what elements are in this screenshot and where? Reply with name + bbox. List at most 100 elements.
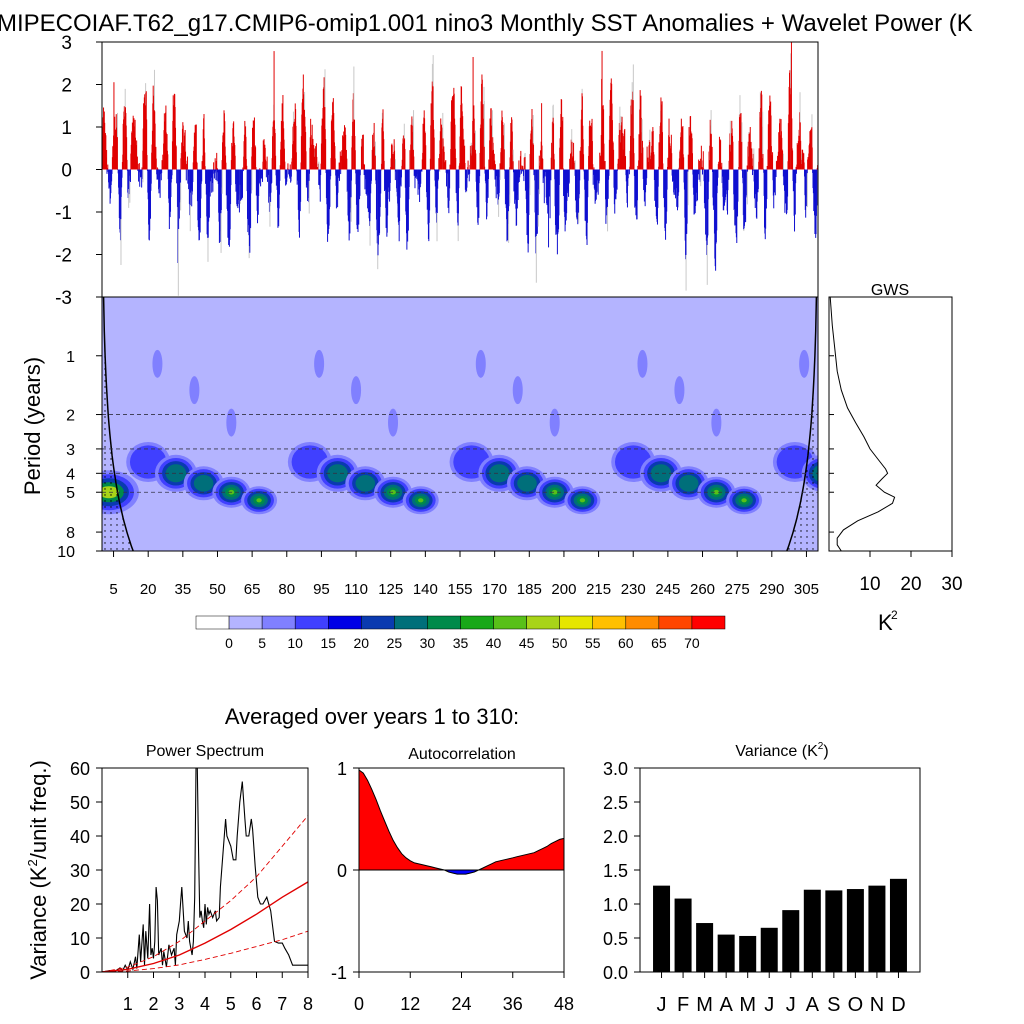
autocorrelation-axes: -1 0 1 0 12 24 36 48 (331, 759, 574, 1014)
power-spectrum-y-label-superscript: 2 (25, 859, 40, 866)
monthly-variance-bar (674, 898, 692, 972)
wavelet-power-contour (713, 489, 720, 495)
monthly-variance-x-tick-label: A (806, 994, 820, 1016)
autocorrelation-area (358, 769, 565, 875)
averaged-label: Averaged over years 1 to 310: (225, 704, 519, 729)
wavelet-power-contour (579, 498, 586, 503)
wavelet-power-contour (866, 482, 891, 502)
wavelet-x-tick-label: 170 (482, 581, 507, 598)
power-spectrum-x-tick-label: 1 (123, 994, 133, 1014)
monthly-variance-bar (760, 927, 778, 972)
power-spectrum-axes: 0 10 20 30 40 50 60 1 2 3 4 5 6 7 8 (70, 759, 313, 1014)
gws-line (829, 296, 896, 552)
power-spectrum-y-tick-label: 20 (70, 895, 90, 915)
anomaly-y-tick-label: -2 (55, 246, 72, 267)
wavelet-power-contour (841, 475, 861, 492)
monthly-variance-title-main: Variance (K (735, 743, 818, 760)
monthly-variance-x-tick-label: S (827, 994, 840, 1016)
autocorrelation-x-tick-label: 24 (451, 994, 471, 1014)
power-spectrum-series-red-dashed (102, 815, 308, 972)
power-spectrum-x-tick-label: 5 (226, 994, 236, 1014)
autocorrelation-y-tick-label: 0 (337, 861, 347, 881)
wavelet-x-tick-label: 35 (174, 581, 191, 598)
wavelet-power-contour (314, 349, 325, 378)
wavelet-x-tick-label: 290 (759, 581, 784, 598)
monthly-variance-bar (653, 885, 671, 972)
wavelet-power-contour (517, 474, 537, 492)
wavelet-power-contour (891, 489, 921, 512)
wavelet-x-tick-label: 65 (244, 581, 261, 598)
wavelet-power-contour (256, 498, 262, 503)
colorbar-swatch (261, 615, 296, 630)
cone-of-influence-left (102, 297, 134, 551)
power-spectrum-x-tick-label: 3 (174, 994, 184, 1014)
monthly-variance-x-tick-label: F (677, 994, 689, 1016)
wavelet-power-contour (678, 474, 699, 492)
colorbar-swatch (427, 615, 461, 630)
monthly-variance-x-tick-label: N (870, 994, 884, 1016)
autocorrelation-chart: Autocorrelation -1 0 1 0 12 24 36 48 (331, 746, 574, 1014)
wavelet-power-contour (873, 409, 883, 437)
power-spectrum-x-tick-label: 4 (200, 994, 210, 1014)
power-spectrum-y-tick-label: 60 (70, 759, 90, 779)
power-spectrum-y-tick-label: 0 (80, 963, 90, 983)
wavelet-power-contour (872, 487, 884, 497)
colorbar-label: 70 (684, 635, 700, 651)
wavelet-x-tick-label: 230 (621, 581, 646, 598)
wavelet-x-tick-label: 125 (378, 581, 403, 598)
anomaly-y-tick-label: -1 (55, 203, 72, 224)
wavelet-power-contour (637, 349, 648, 378)
gws-plot-frame (828, 296, 953, 552)
monthly-variance-x-tick-label: M (696, 994, 713, 1016)
wavelet-power-contour (711, 408, 722, 437)
power-spectrum-x-tick-label: 2 (148, 994, 158, 1014)
colorbar-swatch (394, 615, 428, 630)
wavelet-power-contour (859, 477, 897, 508)
power-spectrum-y-tick-label: 30 (70, 861, 90, 881)
wavelet-power-contour (549, 408, 560, 437)
power-spectrum-y-label-main: Variance (K (26, 866, 51, 980)
anomaly-bars (102, 42, 818, 296)
cone-of-influence (102, 297, 818, 551)
monthly-variance-axes: J F M A M J J A S O N D0.00.51.01.52.02.53.0 (603, 759, 906, 1016)
anomaly-timeseries-chart: -3 -2 -1 0 1 2 3 (55, 33, 819, 309)
monthly-variance-bar (739, 935, 757, 972)
colorbar-swatch (493, 615, 527, 630)
monthly-variance-x-tick-label: J (786, 994, 796, 1016)
monthly-variance-x-tick-label: A (719, 994, 733, 1016)
wavelet-power-contour (488, 464, 510, 483)
wavelet-power-contour (355, 474, 376, 492)
wavelet-y-axis: 1 2 3 4 5 8 10 (57, 349, 102, 561)
monthly-variance-chart: Variance (K2) J F M A M J J A S O N D0.00.51.01.52.… (603, 741, 921, 1016)
wavelet-x-tick-label: 245 (655, 581, 680, 598)
wavelet-x-tick-label: 20 (140, 581, 157, 598)
autocorrelation-y-tick-label: 1 (337, 759, 347, 779)
wavelet-x-tick-label: 5 (109, 581, 117, 598)
monthly-variance-y-tick-label: 0.5 (603, 929, 628, 949)
wavelet-x-tick-label: 200 (551, 581, 576, 598)
wavelet-power-contour (226, 408, 237, 437)
gws-title: GWS (871, 282, 909, 299)
colorbar-label: 60 (618, 635, 634, 651)
monthly-variance-x-tick-label: J (764, 994, 774, 1016)
wavelet-x-tick-label: 185 (517, 581, 542, 598)
wavelet-power-contour (834, 469, 867, 497)
autocorrelation-title: Autocorrelation (408, 746, 516, 763)
colorbar-swatch (625, 615, 660, 630)
wavelet-power-contour (674, 376, 685, 405)
wavelet-power-contour (799, 349, 810, 378)
wavelet-x-tick-label: 260 (690, 581, 715, 598)
anomaly-y-tick-label: 3 (61, 33, 72, 54)
wavelet-y-tick-label: 5 (66, 485, 75, 502)
monthly-variance-bar (782, 910, 800, 972)
monthly-variance-y-tick-label: 2.5 (603, 793, 628, 813)
wavelet-power-contour (650, 464, 672, 483)
power-spectrum-series-red-solid (102, 881, 308, 972)
colorbar-label: 0 (225, 635, 233, 651)
colorbar-label: 25 (387, 635, 403, 651)
monthly-variance-bar (717, 934, 735, 972)
colorbar-label: 5 (258, 635, 266, 651)
autocorrelation-x-tick-label: 36 (503, 994, 523, 1014)
power-spectrum-y-label: Variance (K2/unit freq.) (25, 760, 51, 980)
